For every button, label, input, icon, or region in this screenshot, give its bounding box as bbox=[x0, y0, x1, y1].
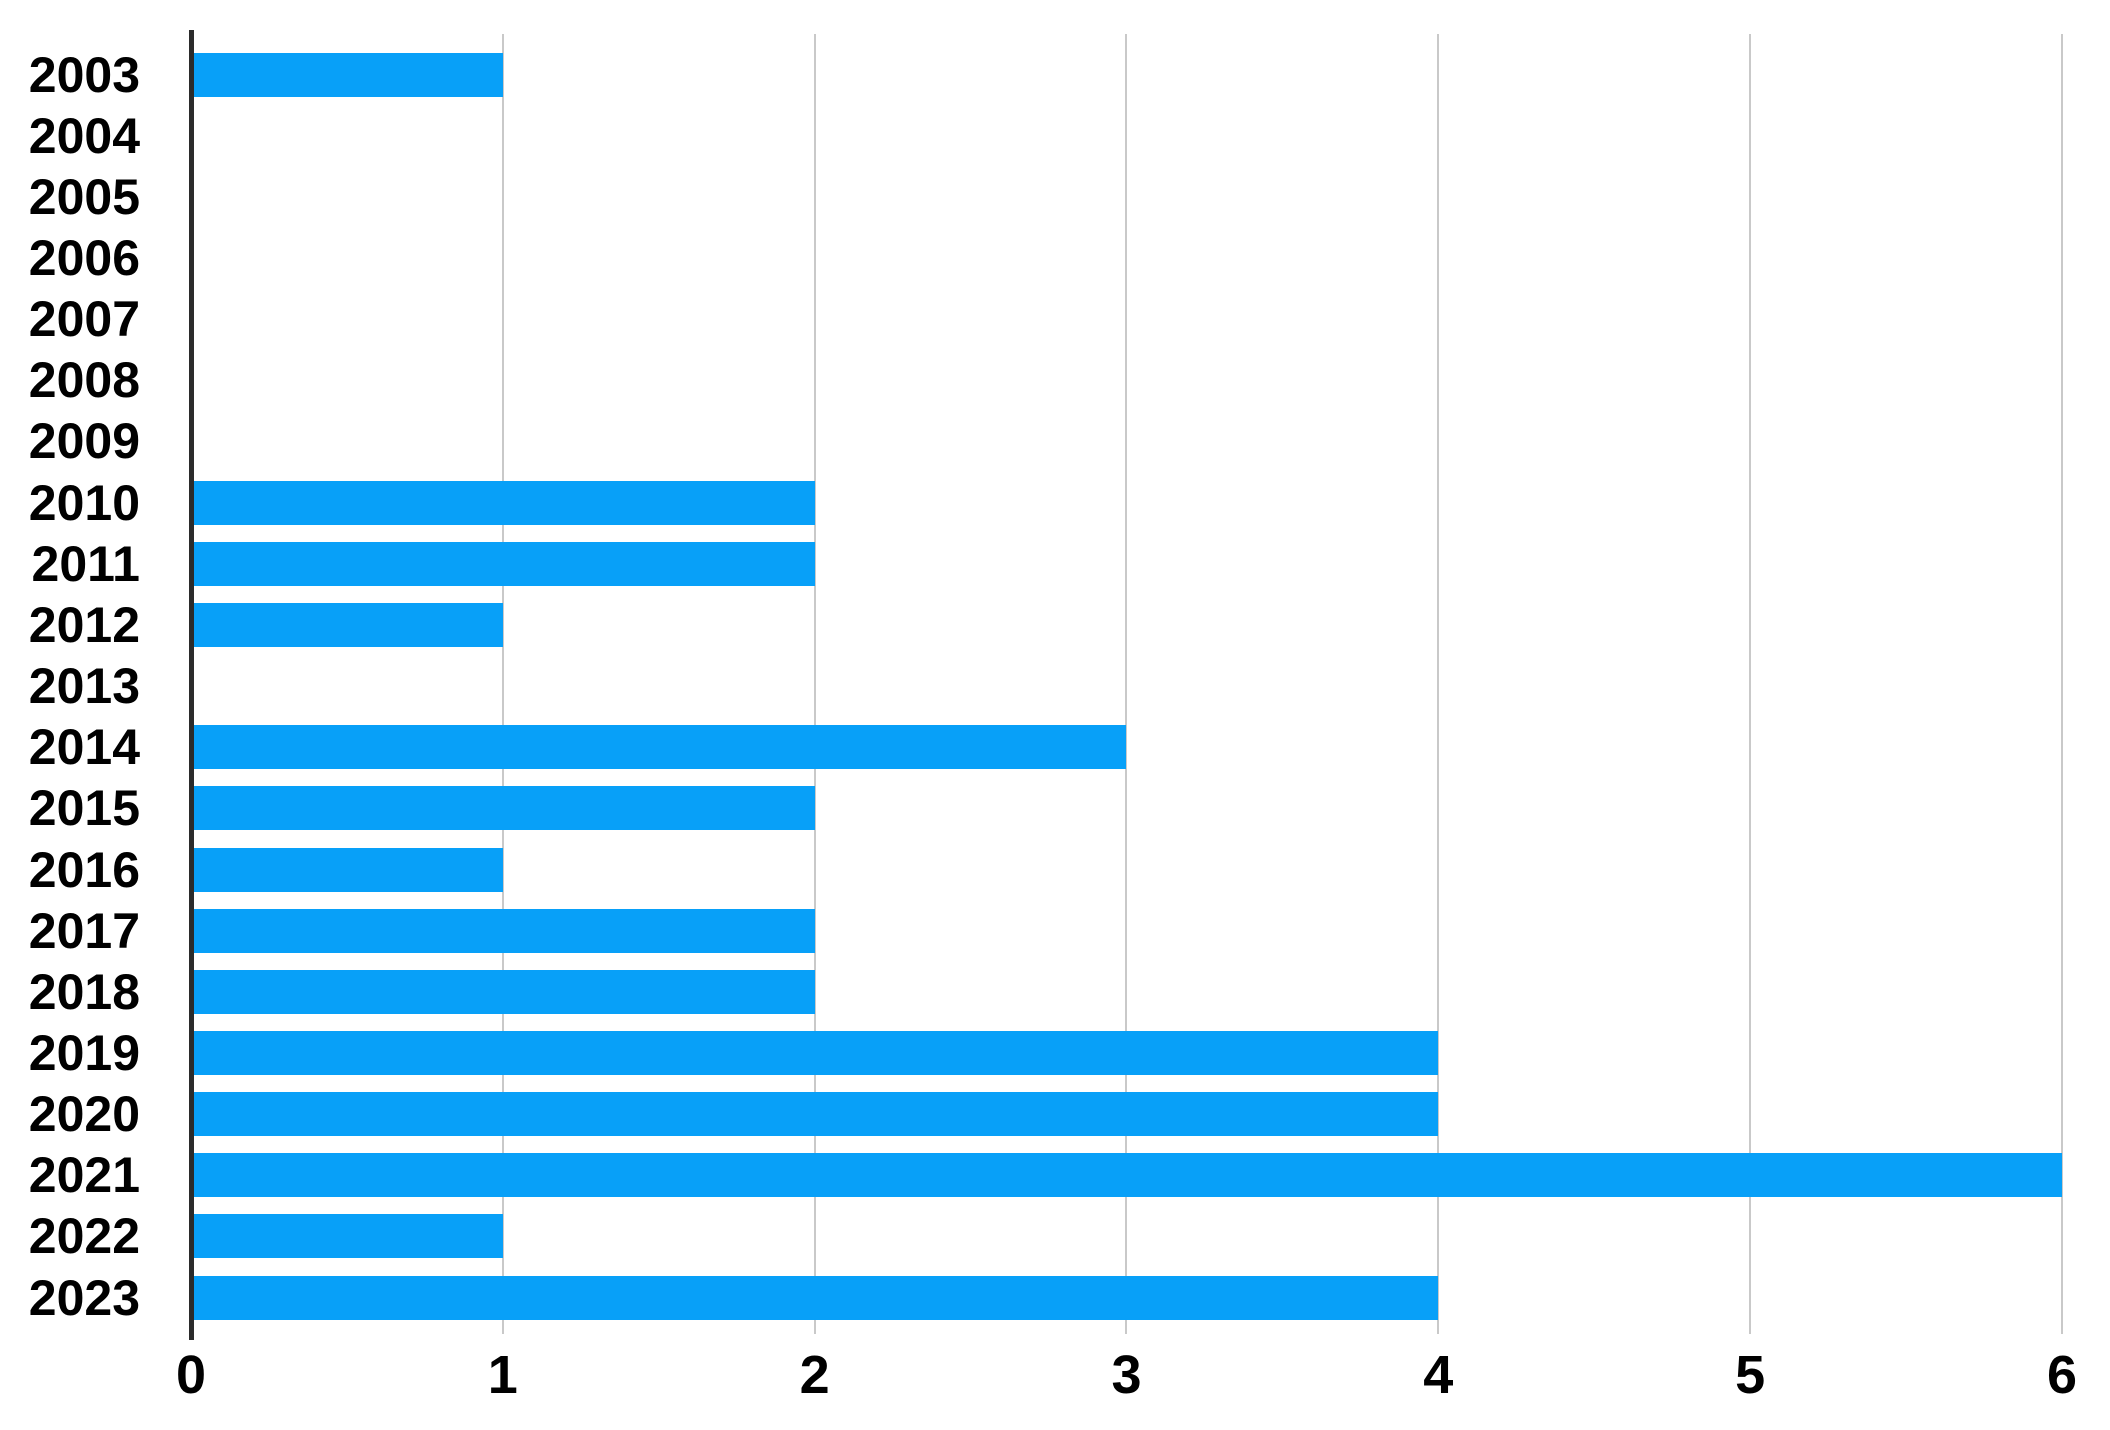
y-axis-label-2007: 2007 bbox=[28, 291, 140, 348]
y-axis-label-2005: 2005 bbox=[28, 168, 140, 225]
x-axis-label-0: 0 bbox=[175, 1345, 207, 1405]
y-axis-label-2011: 2011 bbox=[31, 535, 140, 592]
gridline bbox=[813, 34, 816, 1334]
bar-2021 bbox=[194, 1153, 2062, 1198]
y-axis-label-2004: 2004 bbox=[28, 107, 140, 164]
y-axis-label-2010: 2010 bbox=[28, 474, 140, 531]
gridline bbox=[2060, 34, 2063, 1334]
bar-2003 bbox=[194, 52, 503, 97]
y-axis-label-2009: 2009 bbox=[28, 413, 140, 470]
y-axis-label-2006: 2006 bbox=[28, 230, 140, 287]
x-axis-label-4: 4 bbox=[1423, 1345, 1454, 1405]
gridline bbox=[501, 34, 504, 1334]
x-axis-label-1: 1 bbox=[487, 1345, 518, 1405]
bar-2018 bbox=[194, 969, 815, 1014]
y-axis-label-2014: 2014 bbox=[28, 719, 140, 776]
y-axis-label-2012: 2012 bbox=[28, 596, 140, 653]
bar-2011 bbox=[194, 541, 815, 586]
y-axis-label-2016: 2016 bbox=[28, 841, 140, 898]
bar-2016 bbox=[194, 847, 503, 892]
x-axis-label-5: 5 bbox=[1735, 1345, 1766, 1405]
x-axis-label-6: 6 bbox=[2046, 1345, 2077, 1405]
y-axis-label-2015: 2015 bbox=[28, 780, 140, 837]
y-axis-label-2018: 2018 bbox=[28, 963, 140, 1020]
y-axis-label-2017: 2017 bbox=[28, 902, 140, 959]
bar-2010 bbox=[194, 480, 815, 525]
bar-2012 bbox=[194, 602, 503, 647]
bar-2020 bbox=[194, 1092, 1439, 1137]
y-axis-label-2003: 2003 bbox=[28, 46, 140, 103]
y-axis-label-2020: 2020 bbox=[28, 1086, 140, 1143]
y-axis-label-2022: 2022 bbox=[28, 1208, 140, 1265]
x-axis-label-3: 3 bbox=[1111, 1345, 1142, 1405]
bar-2014 bbox=[194, 725, 1127, 770]
gridline bbox=[1125, 34, 1128, 1334]
y-axis-label-2019: 2019 bbox=[28, 1024, 140, 1081]
y-axis-label-2013: 2013 bbox=[28, 658, 140, 715]
gridline bbox=[1749, 34, 1752, 1334]
gridline bbox=[1437, 34, 1440, 1334]
bar-2015 bbox=[194, 786, 815, 831]
y-axis-label-2023: 2023 bbox=[28, 1269, 140, 1326]
bar-2022 bbox=[194, 1214, 503, 1259]
y-axis-label-2008: 2008 bbox=[28, 352, 140, 409]
bar-2019 bbox=[194, 1030, 1439, 1075]
y-axis-label-2021: 2021 bbox=[28, 1147, 140, 1204]
bar-2023 bbox=[194, 1275, 1439, 1320]
bar-2017 bbox=[194, 908, 815, 953]
x-axis-label-2: 2 bbox=[799, 1345, 830, 1405]
y-axis-line bbox=[189, 30, 194, 1340]
